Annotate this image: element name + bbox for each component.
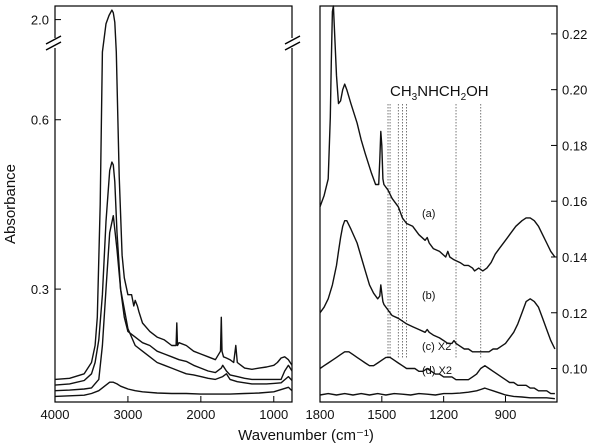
left-spectrum-d-x2	[54, 381, 293, 398]
right-traces	[319, 5, 556, 400]
y-axis-title: Absorbance	[2, 164, 19, 244]
left-panel: 4000 3000 2000 1000 0.3 0.6 2.0	[31, 5, 301, 422]
right-edge-break-mark-upper	[284, 35, 301, 45]
right-y-tick-label-0.12: 0.12	[562, 306, 587, 321]
left-axis-break-gap	[48, 38, 62, 48]
right-y-ticks: 0.10 0.12 0.14 0.16 0.18 0.20 0.22	[551, 27, 587, 377]
right-spectrum-b	[319, 219, 556, 353]
left-x-tick-label-3000: 3000	[113, 407, 142, 422]
right-y-tick-label-0.2: 0.20	[562, 83, 587, 98]
left-axis-break-mark-lower	[45, 41, 62, 51]
series-label-d: (d) X2	[422, 365, 452, 377]
right-x-tick-label-900: 900	[495, 407, 517, 422]
left-y-tick-label-0.3: 0.3	[31, 282, 49, 297]
right-edge-break-mark-lower	[284, 41, 301, 51]
left-axis-break-mark-upper	[45, 35, 62, 45]
left-y-ticks: 0.3 0.6 2.0	[31, 13, 61, 297]
left-x-ticks: 4000 3000 2000 1000	[41, 396, 288, 422]
right-x-tick-label-1200: 1200	[429, 407, 458, 422]
left-x-tick-label-4000: 4000	[41, 407, 70, 422]
left-spectrum-b	[54, 161, 293, 386]
right-y-tick-label-0.16: 0.16	[562, 194, 587, 209]
left-spectrum-c-x2	[54, 214, 293, 392]
left-y-tick-label-0.6: 0.6	[31, 113, 49, 128]
right-panel: 1800 1500 1200 900 0.10 0.12 0.14 0.16 0.18 0.20…	[306, 5, 587, 422]
species-marker-lines	[387, 104, 482, 358]
right-spectrum-a	[319, 5, 556, 272]
right-x-tick-label-1500: 1500	[367, 407, 396, 422]
series-label-b: (b)	[422, 290, 435, 302]
left-plot-frame	[54, 5, 293, 403]
right-edge-break-gap	[286, 38, 300, 48]
left-traces	[54, 9, 293, 398]
left-x-tick-label-2000: 2000	[186, 407, 215, 422]
right-spectrum-d-x2	[319, 387, 555, 400]
series-label-a: (a)	[422, 208, 435, 220]
right-y-tick-label-0.1: 0.10	[562, 362, 587, 377]
species-annotation: CH3NHCH2OH	[390, 83, 489, 103]
x-axis-title: Wavenumber (cm⁻¹)	[238, 427, 374, 444]
right-y-tick-label-0.18: 0.18	[562, 138, 587, 153]
right-x-ticks: 1800 1500 1200 900	[306, 396, 517, 422]
right-x-tick-label-1800: 1800	[306, 407, 335, 422]
right-y-tick-label-0.22: 0.22	[562, 27, 587, 42]
series-label-c: (c) X2	[422, 341, 451, 353]
right-y-tick-label-0.14: 0.14	[562, 250, 587, 265]
left-spectrum-a	[54, 9, 293, 381]
right-plot-frame	[319, 5, 558, 403]
left-y-tick-label-2: 2.0	[31, 13, 49, 28]
left-x-tick-label-1000: 1000	[259, 407, 288, 422]
right-spectrum-c-x2	[319, 351, 555, 395]
